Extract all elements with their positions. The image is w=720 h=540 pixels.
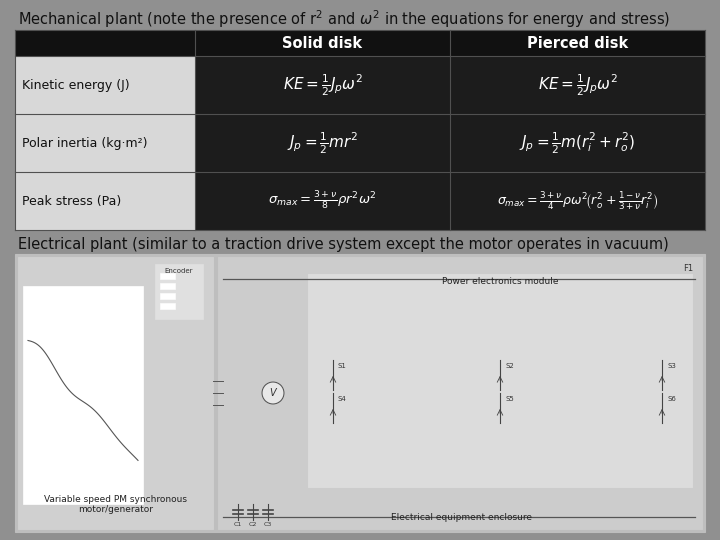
Text: Encoder: Encoder bbox=[165, 268, 193, 274]
Text: $J_p = \frac{1}{2}mr^2$: $J_p = \frac{1}{2}mr^2$ bbox=[287, 130, 358, 156]
Bar bbox=[15, 30, 705, 56]
Text: $\sigma_{max} = \frac{3+\nu}{8}\rho r^2\omega^2$: $\sigma_{max} = \frac{3+\nu}{8}\rho r^2\… bbox=[268, 190, 377, 212]
Circle shape bbox=[262, 382, 284, 404]
Bar bbox=[15, 254, 705, 532]
Text: C3: C3 bbox=[264, 522, 272, 527]
Text: S6: S6 bbox=[667, 396, 676, 402]
Text: Power electronics module: Power electronics module bbox=[442, 277, 558, 286]
Bar bbox=[155, 264, 203, 319]
Text: Polar inertia (kg·m²): Polar inertia (kg·m²) bbox=[22, 137, 148, 150]
Text: C1: C1 bbox=[234, 522, 242, 527]
Text: F1: F1 bbox=[683, 264, 693, 273]
Bar bbox=[18, 257, 213, 529]
Bar bbox=[450, 172, 705, 230]
Text: Pierced disk: Pierced disk bbox=[527, 36, 628, 51]
Text: Mechanical plant (note the presence of r$^2$ and $\omega^2$ in the equations for: Mechanical plant (note the presence of r… bbox=[18, 8, 670, 30]
Text: $J_p = \frac{1}{2}m(r_i^2 + r_o^2)$: $J_p = \frac{1}{2}m(r_i^2 + r_o^2)$ bbox=[519, 130, 636, 156]
Text: Electrical equipment enclosure: Electrical equipment enclosure bbox=[391, 513, 532, 522]
Bar bbox=[450, 114, 705, 172]
Text: S2: S2 bbox=[505, 363, 514, 369]
Bar bbox=[160, 283, 175, 289]
Text: Variable speed PM synchronous
motor/generator: Variable speed PM synchronous motor/gene… bbox=[44, 495, 187, 514]
Bar bbox=[195, 172, 450, 230]
Bar bbox=[195, 56, 450, 114]
Text: S3: S3 bbox=[667, 363, 676, 369]
Bar bbox=[160, 293, 175, 299]
Bar bbox=[218, 257, 702, 529]
Bar bbox=[308, 274, 692, 487]
Text: S5: S5 bbox=[505, 396, 514, 402]
Text: Peak stress (Pa): Peak stress (Pa) bbox=[22, 194, 121, 207]
Bar bbox=[15, 172, 195, 230]
Bar bbox=[15, 114, 195, 172]
Text: V: V bbox=[270, 388, 276, 398]
Text: Solid disk: Solid disk bbox=[282, 36, 363, 51]
Bar bbox=[15, 56, 195, 114]
Bar bbox=[23, 286, 143, 504]
Text: C2: C2 bbox=[249, 522, 257, 527]
Bar bbox=[160, 303, 175, 309]
Text: $KE = \frac{1}{2}J_p\omega^2$: $KE = \frac{1}{2}J_p\omega^2$ bbox=[282, 72, 362, 98]
Bar bbox=[195, 114, 450, 172]
Text: Kinetic energy (J): Kinetic energy (J) bbox=[22, 78, 130, 91]
Text: $\sigma_{max} = \frac{3+\nu}{4}\rho\omega^2\!\left(r_o^2 + \frac{1-\nu}{3+\nu}r_: $\sigma_{max} = \frac{3+\nu}{4}\rho\omeg… bbox=[497, 190, 658, 212]
Text: $KE = \frac{1}{2}J_p\omega^2$: $KE = \frac{1}{2}J_p\omega^2$ bbox=[538, 72, 618, 98]
Text: Electrical plant (similar to a traction drive system except the motor operates i: Electrical plant (similar to a traction … bbox=[18, 237, 669, 252]
Text: S4: S4 bbox=[338, 396, 347, 402]
Bar bbox=[450, 56, 705, 114]
Bar bbox=[160, 273, 175, 279]
Text: S1: S1 bbox=[338, 363, 347, 369]
